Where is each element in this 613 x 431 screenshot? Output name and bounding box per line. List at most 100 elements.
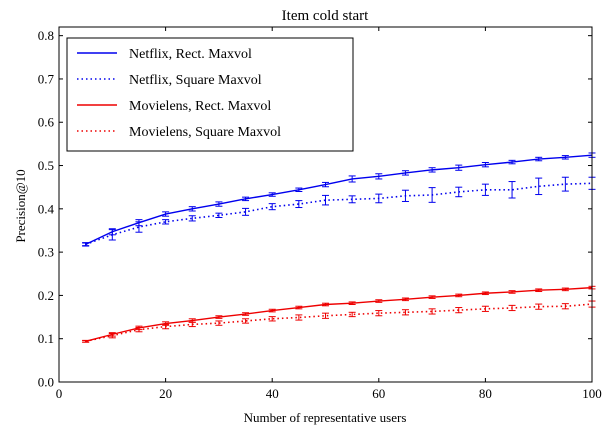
error-bar xyxy=(322,181,329,188)
error-bar xyxy=(535,177,543,196)
y-tick-label: 0.6 xyxy=(38,115,55,130)
x-tick-label: 40 xyxy=(266,386,279,401)
y-tick-label: 0.8 xyxy=(38,28,54,43)
error-bar xyxy=(295,200,303,209)
error-bar xyxy=(401,309,409,316)
y-tick-label: 0.1 xyxy=(38,331,54,346)
series-line xyxy=(85,154,593,245)
error-bar xyxy=(242,312,250,316)
x-tick-label: 100 xyxy=(582,386,602,401)
y-tick-label: 0.4 xyxy=(38,201,55,216)
error-bar xyxy=(242,196,250,202)
series-3 xyxy=(82,300,596,343)
error-bar xyxy=(108,333,116,339)
y-tick-label: 0.3 xyxy=(38,245,54,260)
error-bar xyxy=(215,315,223,319)
y-tick-label: 0.0 xyxy=(38,375,54,390)
legend-label: Movielens, Rect. Maxvol xyxy=(129,99,271,114)
error-bar xyxy=(561,287,569,292)
error-bar xyxy=(375,310,383,317)
error-bar xyxy=(295,314,303,321)
x-axis-label: Number of representative users xyxy=(244,410,407,425)
x-tick-label: 60 xyxy=(372,386,385,401)
error-bar xyxy=(481,162,489,168)
error-bar xyxy=(428,295,436,299)
error-bar xyxy=(535,303,543,310)
error-bar xyxy=(481,291,489,296)
error-bar xyxy=(561,176,569,192)
error-bar xyxy=(508,159,516,165)
error-bar xyxy=(295,187,303,193)
y-tick-label: 0.7 xyxy=(38,71,55,86)
chart-title: Item cold start xyxy=(282,8,369,24)
error-bar xyxy=(375,193,383,204)
legend: Netflix, Rect. Maxvol Netflix, Square Max… xyxy=(66,37,354,152)
error-bar xyxy=(401,170,409,176)
series-line xyxy=(85,286,593,342)
error-bar xyxy=(215,201,223,207)
x-tick-label: 0 xyxy=(56,386,63,401)
error-bar xyxy=(535,288,543,293)
error-bar xyxy=(268,316,276,322)
error-bar xyxy=(215,212,223,218)
error-bar xyxy=(508,290,516,294)
error-bar xyxy=(348,175,356,183)
error-bar xyxy=(508,304,516,312)
legend-label: Movielens, Square Maxvol xyxy=(129,125,281,140)
x-tick-label: 20 xyxy=(159,386,172,401)
error-bar xyxy=(135,326,143,333)
error-bar xyxy=(322,312,329,319)
error-bar xyxy=(428,308,436,315)
plot-frame xyxy=(58,26,593,383)
y-axis-label: Precision@10 xyxy=(13,169,28,242)
error-bar xyxy=(162,219,170,225)
x-tick-label: 80 xyxy=(479,386,492,401)
error-bar xyxy=(295,305,303,310)
error-bar xyxy=(322,194,329,206)
error-bar xyxy=(82,242,90,247)
error-bar xyxy=(348,311,356,318)
error-bar xyxy=(162,211,170,217)
error-bar xyxy=(348,301,356,306)
error-bar xyxy=(348,195,356,204)
error-bar xyxy=(455,186,463,198)
legend-box xyxy=(66,37,354,152)
error-bar xyxy=(455,164,463,171)
axis-ticks: 0 20 40 60 80 100 0.0 0.1 0.2 0.3 0.4 0.5 0.6 0.7 0.8 xyxy=(38,27,602,401)
error-bar xyxy=(135,221,143,233)
error-bar xyxy=(455,307,463,314)
plot-series xyxy=(82,152,596,343)
error-bar xyxy=(108,229,116,241)
y-tick-label: 0.5 xyxy=(38,158,54,173)
error-bar xyxy=(188,206,196,212)
error-bar xyxy=(535,156,543,162)
error-bar xyxy=(188,215,196,222)
error-bar xyxy=(375,173,383,180)
series-line xyxy=(85,303,593,343)
error-bar xyxy=(188,321,196,328)
legend-label: Netflix, Square Maxvol xyxy=(129,73,262,88)
error-bar xyxy=(242,207,250,216)
error-bar xyxy=(242,318,250,324)
error-bar xyxy=(268,203,276,211)
error-bar xyxy=(428,187,436,203)
error-bar xyxy=(268,192,276,197)
error-bar xyxy=(481,305,489,312)
legend-label: Netflix, Rect. Maxvol xyxy=(129,47,252,62)
error-bar xyxy=(375,299,383,303)
y-tick-label: 0.2 xyxy=(38,288,54,303)
error-bar xyxy=(481,183,489,196)
series-line xyxy=(85,182,593,246)
error-bar xyxy=(322,302,329,307)
error-bar xyxy=(561,303,569,310)
series-1 xyxy=(82,176,596,247)
error-bar xyxy=(401,297,409,302)
error-bar xyxy=(401,189,409,202)
error-bar xyxy=(162,323,170,330)
error-bar xyxy=(455,293,463,298)
error-bar xyxy=(268,308,276,313)
series-2 xyxy=(82,285,596,343)
error-bar xyxy=(82,339,90,343)
